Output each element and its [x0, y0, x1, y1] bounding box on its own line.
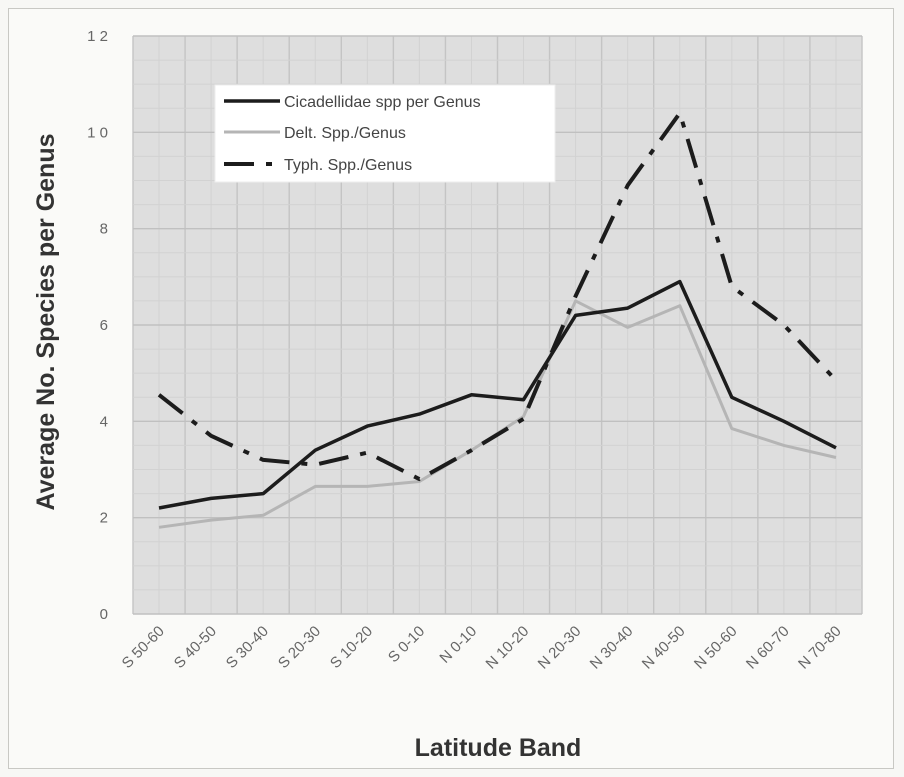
- series-line-0: [158, 279, 837, 510]
- y-tick-label: 6: [100, 317, 108, 334]
- x-tick-label: N 70-80: [795, 623, 845, 673]
- y-axis-title: Average No. Species per Genus: [32, 133, 60, 510]
- x-tick-label: N 20-30: [535, 623, 585, 673]
- x-axis-title: Latitude Band: [415, 734, 582, 762]
- x-tick-label: N 0-10: [436, 623, 480, 667]
- y-tick-label: 0: [100, 606, 108, 623]
- x-tick-label: S 10-20: [327, 623, 376, 672]
- x-tick-label: N 40-50: [639, 623, 689, 673]
- x-tick-label: N 60-70: [743, 623, 793, 673]
- x-tick-label: S 50-60: [119, 623, 168, 672]
- legend: Cicadellidae spp per Genus Delt. Spp./Ge…: [214, 84, 556, 183]
- x-tick-label: S 40-50: [171, 623, 220, 672]
- legend-label-delt: Delt. Spp./Genus: [284, 125, 406, 142]
- x-tick-label: N 50-60: [691, 623, 741, 673]
- x-tick-label: N 30-40: [587, 623, 637, 673]
- x-tick-label: S 20-30: [275, 623, 324, 672]
- y-tick-label: 4: [100, 413, 108, 430]
- y-tick-label: 8: [100, 221, 108, 238]
- horizontal-gridlines: [133, 35, 862, 615]
- y-tick-label: 1 2: [87, 28, 108, 45]
- legend-label-cicadellidae: Cicadellidae spp per Genus: [284, 94, 481, 111]
- y-tick-label: 1 0: [87, 124, 108, 141]
- series-lines: [157, 111, 838, 529]
- x-tick-label: N 10-20: [483, 623, 533, 673]
- y-tick-labels: 0 2 4 6 8 1 0 1 2: [87, 28, 108, 623]
- x-tick-label: S 30-40: [223, 623, 272, 672]
- x-tick-label: S 0-10: [385, 623, 428, 666]
- x-tick-labels: S 50-60 S 40-50 S 30-40 S 20-30 S 10-20 S 0-1…: [119, 623, 845, 673]
- series-line-2: [157, 111, 838, 482]
- y-tick-label: 2: [100, 510, 108, 527]
- legend-label-typh: Typh. Spp./Genus: [284, 157, 412, 174]
